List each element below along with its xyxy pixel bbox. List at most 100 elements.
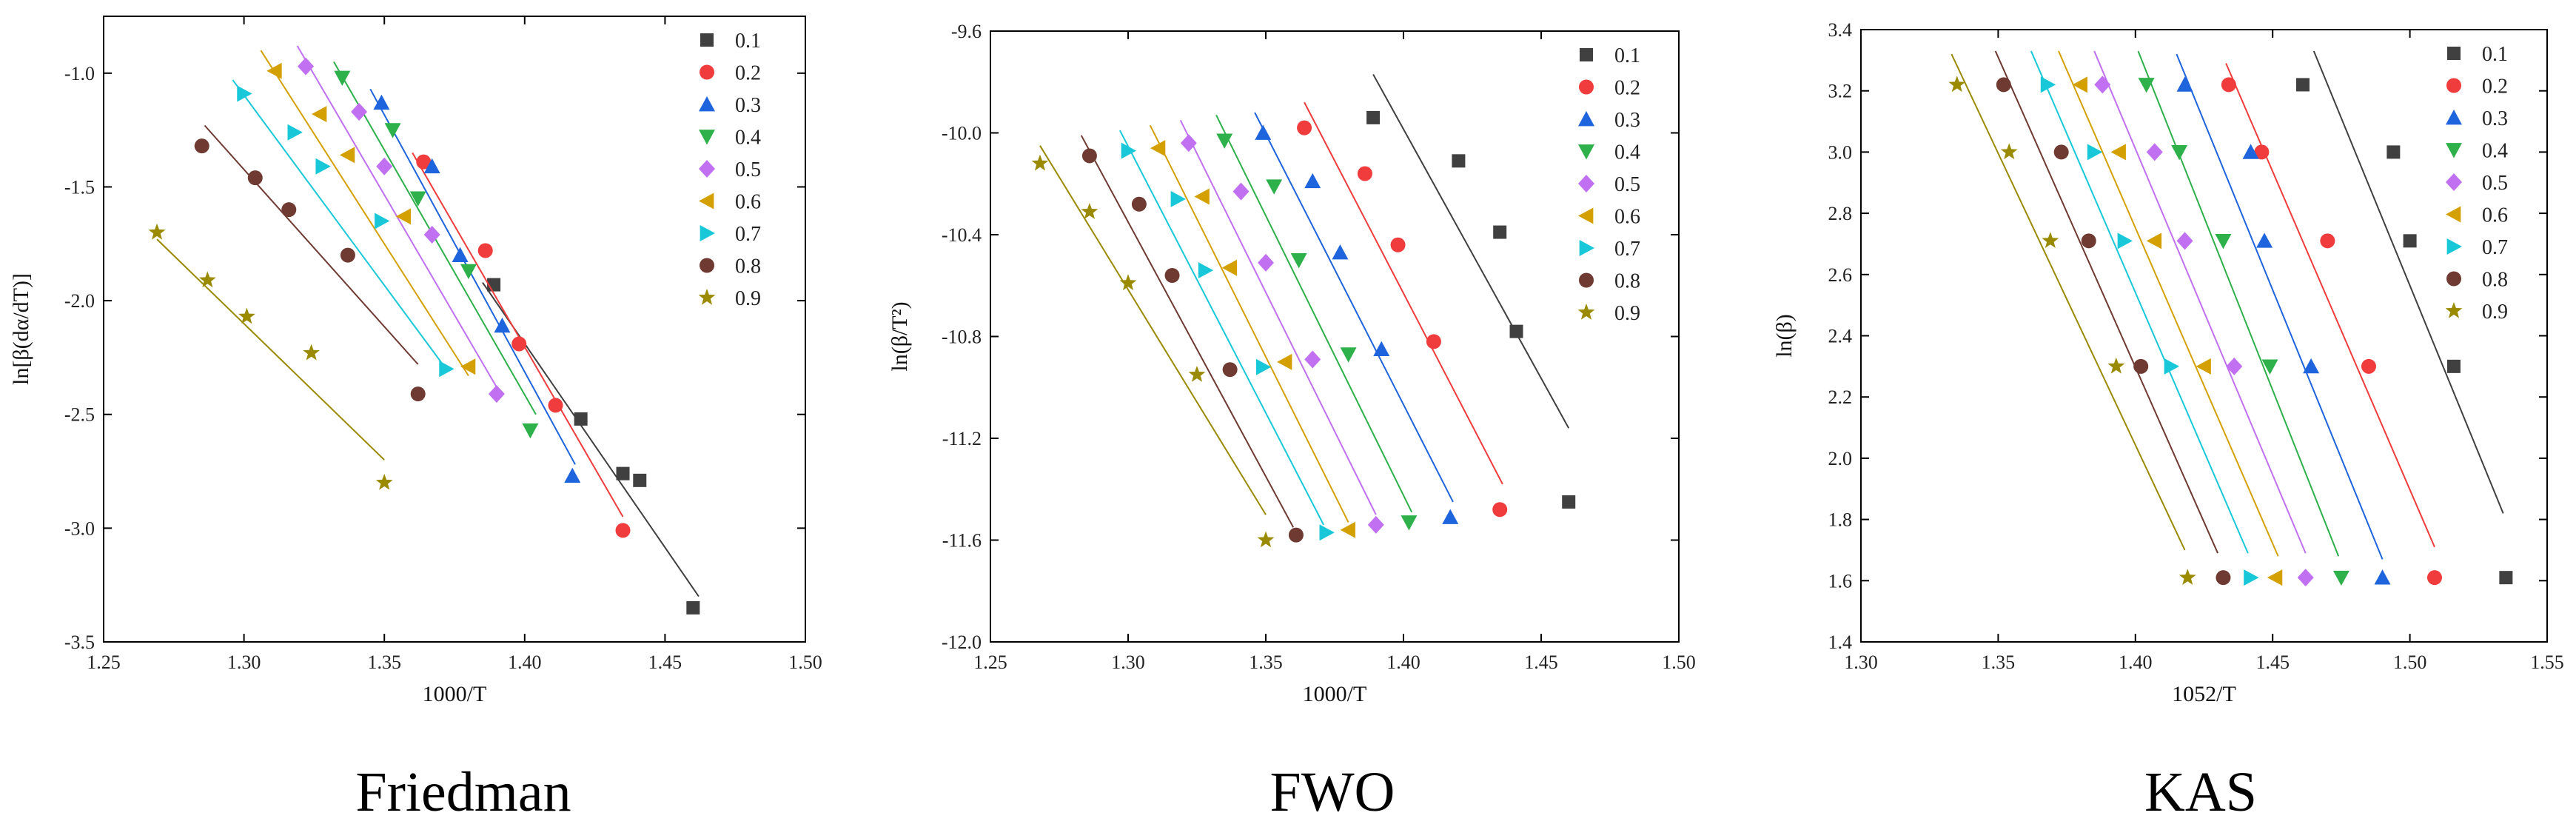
legend-label: 0.9 xyxy=(735,287,761,310)
data-point xyxy=(303,344,320,361)
data-point xyxy=(2133,358,2149,374)
data-point xyxy=(1081,203,1099,219)
data-point xyxy=(1373,341,1390,357)
legend-item: 0.5 xyxy=(699,158,761,181)
fit-line xyxy=(2137,50,2340,557)
legend-label: 0.8 xyxy=(1614,270,1640,293)
data-point xyxy=(2000,143,2018,160)
series-0.5 xyxy=(1179,119,1384,534)
legend-item: 0.4 xyxy=(1578,141,1640,164)
panel-caption: Friedman xyxy=(355,761,571,823)
legend-item: 0.5 xyxy=(2446,172,2508,195)
data-point xyxy=(1304,350,1321,369)
panel-caption: KAS xyxy=(2144,761,2257,823)
data-point xyxy=(1948,76,1966,93)
legend-label: 0.9 xyxy=(1614,302,1640,325)
data-point xyxy=(266,62,282,79)
data-point xyxy=(375,212,390,230)
data-point xyxy=(2256,232,2273,248)
legend-label: 0.5 xyxy=(2482,172,2508,195)
data-point xyxy=(1367,515,1384,534)
series-0.6 xyxy=(260,50,476,377)
fit-line xyxy=(2058,50,2279,557)
plot-frame xyxy=(103,16,806,643)
data-point xyxy=(351,103,368,121)
legend-marker xyxy=(2447,47,2461,60)
data-point xyxy=(1194,188,1210,205)
series-0.2 xyxy=(2221,63,2442,586)
legend-marker xyxy=(2446,238,2462,255)
y-tick-label: -12.0 xyxy=(942,632,982,653)
data-point xyxy=(2295,78,2310,92)
data-point xyxy=(298,57,315,76)
legend-label: 0.6 xyxy=(2482,204,2508,227)
data-point xyxy=(1288,527,1304,543)
x-tick-label: 1.30 xyxy=(1111,652,1145,673)
fit-line xyxy=(2093,50,2307,554)
legend-label: 0.6 xyxy=(735,191,761,214)
legend-label: 0.4 xyxy=(2482,140,2508,163)
legend-label: 0.3 xyxy=(735,94,761,117)
x-tick-label: 1.25 xyxy=(87,652,121,673)
data-point xyxy=(2171,145,2188,161)
legend-item: 0.6 xyxy=(2446,204,2508,227)
y-tick-label: -3.0 xyxy=(64,518,95,539)
data-point xyxy=(2446,359,2461,373)
legend-label: 0.1 xyxy=(2482,43,2508,66)
y-tick-label: 1.6 xyxy=(1828,570,1853,592)
legend-label: 0.8 xyxy=(2482,269,2508,292)
series-0.9 xyxy=(148,223,393,490)
data-point xyxy=(2374,569,2391,585)
legend-item: 0.2 xyxy=(2446,76,2508,98)
data-point xyxy=(384,123,401,138)
legend-item: 0.5 xyxy=(1578,173,1640,196)
data-point xyxy=(1290,253,1307,269)
x-tick-label: 1.40 xyxy=(508,652,542,673)
data-point xyxy=(1131,196,1147,212)
y-tick-label: 2.4 xyxy=(1828,326,1853,347)
data-point xyxy=(2094,76,2111,94)
data-point xyxy=(2244,569,2259,586)
data-point xyxy=(1442,509,1459,524)
legend-item: 0.7 xyxy=(700,223,761,246)
series-0.3 xyxy=(369,88,581,483)
legend-marker xyxy=(700,64,714,80)
fit-line xyxy=(260,50,469,377)
data-point xyxy=(287,124,303,141)
data-point xyxy=(373,94,390,110)
data-point xyxy=(511,336,527,352)
data-point xyxy=(423,158,440,174)
series-0.2 xyxy=(412,152,631,538)
data-point xyxy=(2387,145,2401,159)
data-point xyxy=(315,158,331,175)
data-point xyxy=(616,466,630,481)
data-point xyxy=(1509,324,1523,338)
x-axis-label: 1000/T xyxy=(1303,682,1367,706)
data-point xyxy=(340,247,355,263)
series-0.8 xyxy=(194,124,426,402)
data-point xyxy=(460,264,477,280)
plot-frame xyxy=(990,30,1680,643)
series-0.1 xyxy=(1366,73,1576,509)
legend-marker xyxy=(1577,304,1595,320)
data-point xyxy=(416,154,432,170)
series-0.9 xyxy=(1031,145,1275,548)
series-0.7 xyxy=(232,79,455,378)
legend-item: 0.7 xyxy=(2446,236,2508,259)
data-point xyxy=(410,386,426,402)
legend-marker xyxy=(2446,271,2461,287)
data-point xyxy=(2117,232,2133,250)
series-0.1 xyxy=(482,278,700,615)
data-point xyxy=(1150,140,1166,157)
data-point xyxy=(194,138,209,154)
data-point xyxy=(1255,358,1272,375)
data-point xyxy=(2361,358,2376,374)
data-point xyxy=(237,85,252,102)
y-tick-label: -2.0 xyxy=(64,290,95,312)
y-tick-label: -1.5 xyxy=(64,176,95,198)
y-tick-label: -10.0 xyxy=(942,123,982,144)
data-point xyxy=(1257,531,1275,548)
data-point xyxy=(376,157,393,175)
y-axis-label: ln(β/T²) xyxy=(888,301,912,371)
